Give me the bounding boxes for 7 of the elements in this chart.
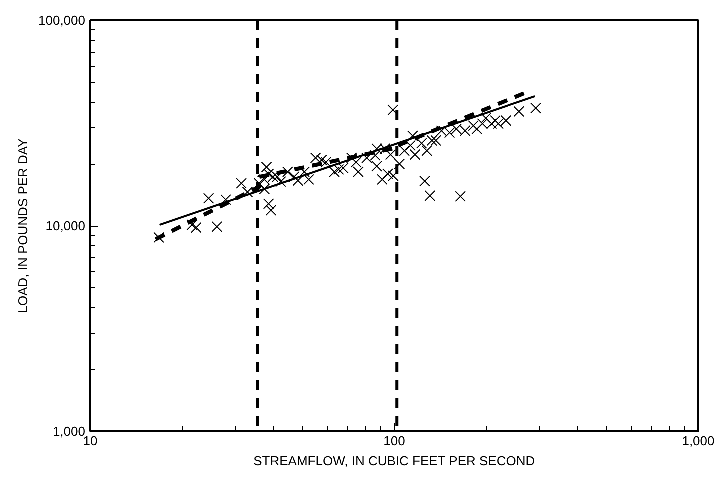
y-tick-label: 1,000	[52, 424, 86, 439]
x-axis-title: STREAMFLOW, IN CUBIC FEET PER SECOND	[254, 454, 536, 468]
y-tick-label: 10,000	[46, 218, 86, 234]
x-tick-label: 100	[384, 434, 406, 448]
y-tick-label: 100,000	[38, 13, 86, 28]
y-axis-title: LOAD, IN POUNDS PER DAY	[16, 138, 31, 314]
x-tick-label: 1,000	[682, 434, 715, 448]
